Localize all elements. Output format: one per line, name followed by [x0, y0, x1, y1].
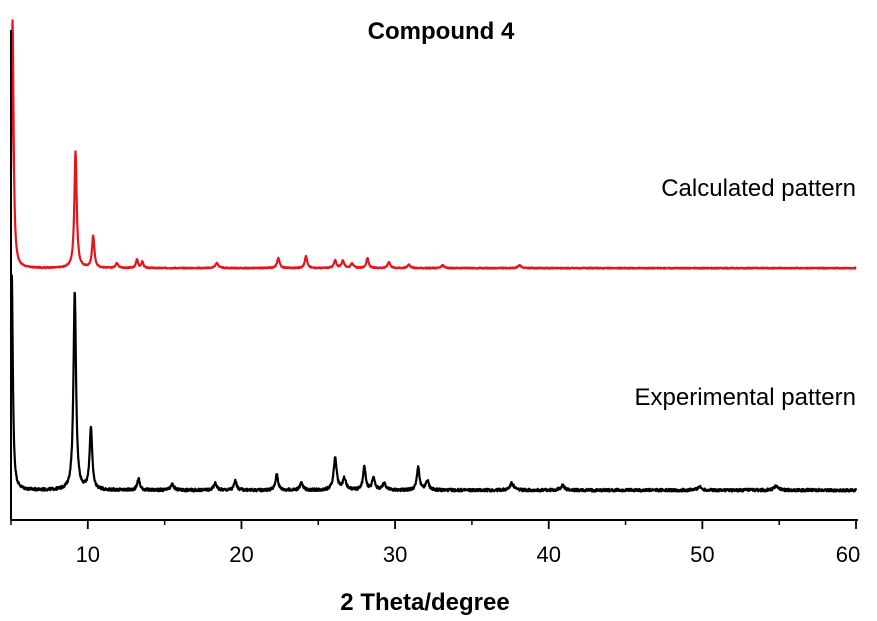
x-tick-label: 20 [229, 542, 253, 567]
calculated-pattern-line [9, 19, 857, 270]
x-tick-label: 50 [690, 542, 714, 567]
plot-area [9, 19, 858, 493]
experimental-pattern-line [9, 274, 858, 493]
x-tick-label: 30 [383, 542, 407, 567]
x-tick-label: 60 [836, 542, 860, 567]
x-tick-label: 10 [76, 542, 100, 567]
series-label-calculated: Calculated pattern [661, 175, 856, 202]
series-label-experimental: Experimental pattern [635, 384, 856, 411]
x-axis-ticks: 10 20 30 40 50 60 [10, 520, 860, 567]
chart-title: Compound 4 [368, 18, 515, 45]
x-axis-label: 2 Theta/degree [340, 589, 509, 616]
x-tick-label: 40 [536, 542, 560, 567]
